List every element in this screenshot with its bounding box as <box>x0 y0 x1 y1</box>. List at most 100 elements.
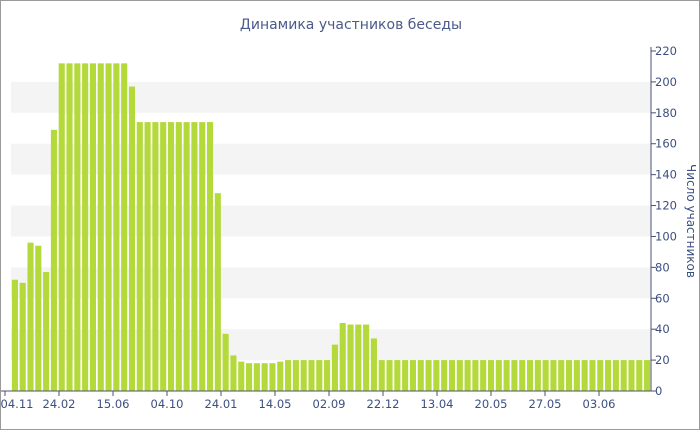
x-tick-label: 22.12 <box>367 397 400 411</box>
bar <box>534 360 541 391</box>
bar <box>11 279 18 391</box>
bar <box>222 333 229 391</box>
bar <box>612 360 619 391</box>
bar <box>363 324 370 391</box>
y-tick-label: 100 <box>655 229 677 243</box>
bar <box>113 63 120 392</box>
x-tick-label: 24.02 <box>43 397 76 411</box>
y-tick-label: 140 <box>655 168 677 182</box>
bar <box>261 363 268 391</box>
y-tick-label: 40 <box>655 322 670 336</box>
bar <box>324 360 331 391</box>
bar <box>644 360 651 391</box>
x-tick-label: 04.11 <box>1 397 33 411</box>
bar <box>277 361 284 391</box>
bar <box>105 63 112 392</box>
bar <box>230 355 237 391</box>
bar <box>82 63 89 392</box>
x-tick-label: 20.05 <box>475 397 508 411</box>
bar <box>183 122 190 391</box>
bar <box>386 360 393 391</box>
bar <box>74 63 81 392</box>
bar <box>43 272 50 391</box>
bar <box>292 360 299 391</box>
y-tick-label: 20 <box>655 353 670 367</box>
y-tick-label: 60 <box>655 291 670 305</box>
y-tick-label: 180 <box>655 106 677 120</box>
bar <box>409 360 416 391</box>
x-tick-label: 15.06 <box>97 397 130 411</box>
bar-series <box>11 63 651 392</box>
x-tick-label: 24.01 <box>205 397 238 411</box>
bar <box>433 360 440 391</box>
x-tick-label: 14.05 <box>259 397 292 411</box>
y-axis-ticks: 0 20 40 60 80 100 120 140 160 180 200 220 <box>651 44 677 398</box>
bar <box>636 360 643 391</box>
bar <box>285 360 292 391</box>
x-tick-label: 03.06 <box>583 397 616 411</box>
y-tick-label: 220 <box>655 44 677 58</box>
x-tick-label: 02.09 <box>313 397 346 411</box>
bar <box>175 122 182 391</box>
bar <box>566 360 573 391</box>
bar <box>425 360 432 391</box>
bar <box>347 324 354 391</box>
bar <box>464 360 471 391</box>
bar <box>542 360 549 391</box>
bar <box>136 122 143 391</box>
bar <box>441 360 448 391</box>
bar <box>581 360 588 391</box>
x-axis-ticks: 04.11 24.02 15.06 04.10 24.01 14.05 02.09 22.12… <box>1 391 615 411</box>
bar <box>152 122 159 391</box>
bar <box>480 360 487 391</box>
bar <box>246 363 253 391</box>
bar <box>511 360 518 391</box>
y-axis-label: Число участников <box>684 164 698 278</box>
y-tick-label: 200 <box>655 75 677 89</box>
bar <box>144 122 151 391</box>
bar <box>206 122 214 391</box>
x-tick-label: 04.10 <box>151 397 184 411</box>
bar <box>378 360 385 391</box>
bar <box>191 122 198 391</box>
bar <box>448 360 456 391</box>
bar <box>58 63 65 392</box>
bar <box>331 344 338 391</box>
bar <box>503 360 510 391</box>
bar <box>605 360 612 391</box>
bar <box>269 363 276 391</box>
bar <box>128 86 136 392</box>
bar <box>370 338 377 391</box>
chart-title: Динамика участников беседы <box>240 17 462 33</box>
bar <box>355 324 362 391</box>
bar <box>589 360 596 391</box>
y-tick-label: 80 <box>655 260 670 274</box>
y-tick-label: 0 <box>655 384 662 398</box>
bar <box>167 122 175 391</box>
bar <box>339 323 346 391</box>
bar <box>597 360 604 391</box>
bar <box>89 63 96 392</box>
bar <box>308 360 315 391</box>
bar <box>35 245 42 391</box>
bar <box>300 360 307 391</box>
bar <box>495 360 502 391</box>
bar <box>472 360 479 391</box>
bar <box>394 360 401 391</box>
bar <box>27 242 34 391</box>
bar <box>487 360 495 391</box>
bar <box>558 360 565 391</box>
bar <box>238 361 245 391</box>
bar <box>97 63 104 392</box>
bar <box>214 193 221 391</box>
x-tick-label: 13.04 <box>421 397 454 411</box>
bar <box>519 360 526 391</box>
bar <box>50 129 57 391</box>
bar <box>316 360 323 391</box>
bar <box>526 360 534 391</box>
bar <box>19 282 26 391</box>
bar <box>199 122 206 391</box>
bar <box>417 360 424 391</box>
